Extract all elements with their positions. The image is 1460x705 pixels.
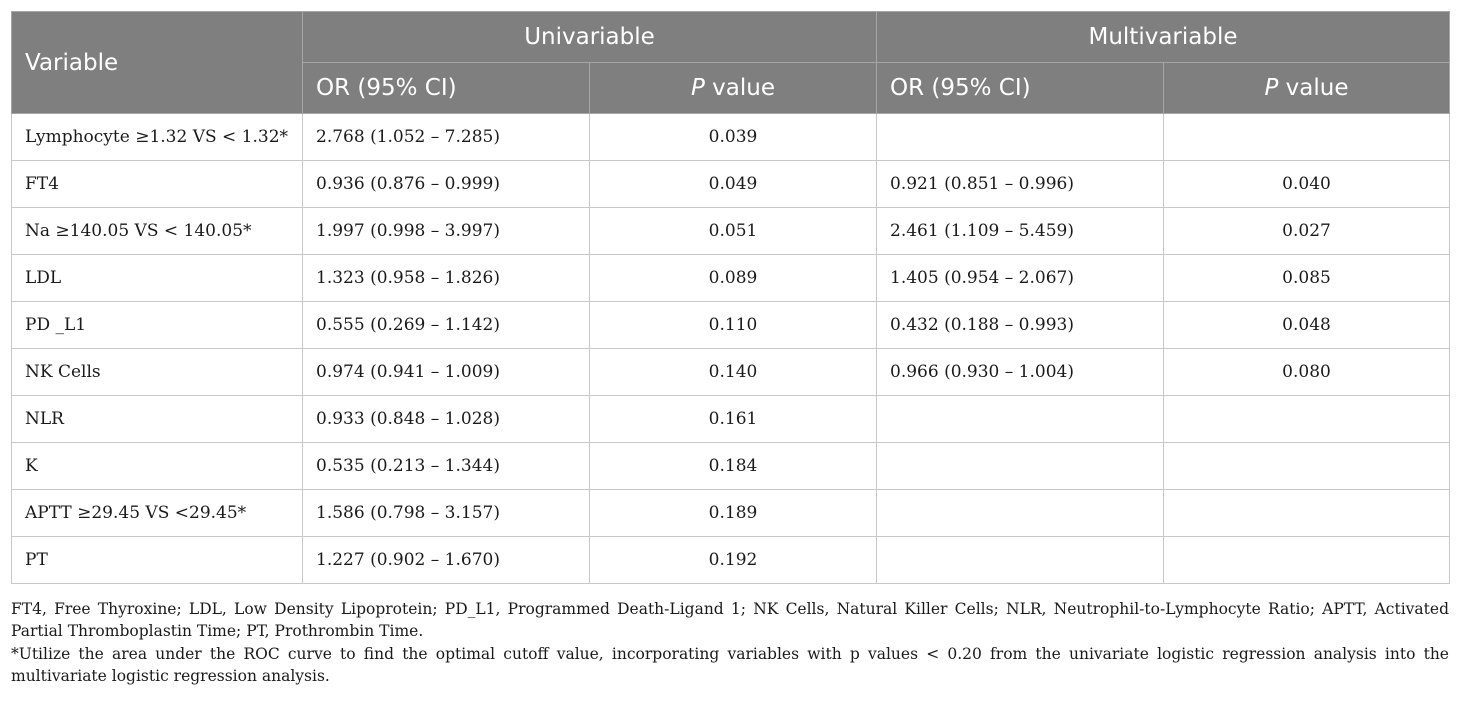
- cell-variable: LDL: [11, 254, 303, 302]
- cell-variable: PT: [11, 536, 303, 584]
- cell-multi-or: [876, 489, 1164, 537]
- cell-variable: NK Cells: [11, 348, 303, 396]
- regression-table: Variable Univariable Multivariable OR (9…: [11, 11, 1451, 584]
- table-body: Lymphocyte ≥1.32 VS < 1.32* 2.768 (1.052…: [11, 113, 1451, 584]
- regression-table-container: Variable Univariable Multivariable OR (9…: [11, 11, 1451, 584]
- cell-multi-p: 0.080: [1162, 348, 1451, 396]
- table-row: NLR 0.933 (0.848 – 1.028) 0.161: [11, 395, 1451, 443]
- cell-multi-p: [1162, 536, 1451, 584]
- table-header: Variable Univariable Multivariable OR (9…: [11, 11, 1451, 114]
- cell-multi-p: [1162, 113, 1451, 161]
- cell-multi-p: 0.085: [1162, 254, 1451, 302]
- table-row: PD _L1 0.555 (0.269 – 1.142) 0.110 0.432…: [11, 301, 1451, 349]
- header-row-groups: Variable Univariable Multivariable: [11, 11, 1451, 114]
- cell-variable: Na ≥140.05 VS < 140.05*: [11, 207, 303, 255]
- header-multi-p-suffix: value: [1278, 75, 1349, 101]
- table-footnotes: FT4, Free Thyroxine; LDL, Low Density Li…: [11, 598, 1449, 687]
- table-row: FT4 0.936 (0.876 – 0.999) 0.049 0.921 (0…: [11, 160, 1451, 208]
- header-uni-p-suffix: value: [704, 75, 775, 101]
- cell-uni-or: 1.227 (0.902 – 1.670): [302, 536, 590, 584]
- header-uni-p-value: P value: [589, 62, 877, 114]
- cell-uni-p: 0.184: [589, 442, 877, 490]
- table-row: NK Cells 0.974 (0.941 – 1.009) 0.140 0.9…: [11, 348, 1451, 396]
- cell-multi-p: 0.040: [1162, 160, 1451, 208]
- cell-variable: APTT ≥29.45 VS <29.45*: [11, 489, 303, 537]
- cell-uni-or: 0.933 (0.848 – 1.028): [302, 395, 590, 443]
- cell-uni-p: 0.192: [589, 536, 877, 584]
- cell-uni-p: 0.161: [589, 395, 877, 443]
- header-variable: Variable: [11, 11, 303, 114]
- cell-multi-or: 2.461 (1.109 – 5.459): [876, 207, 1164, 255]
- table-row: K 0.535 (0.213 – 1.344) 0.184: [11, 442, 1451, 490]
- header-multi-p-value: P value: [1162, 62, 1451, 114]
- cell-variable: NLR: [11, 395, 303, 443]
- header-univariable: Univariable: [302, 11, 877, 63]
- cell-uni-or: 1.997 (0.998 – 3.997): [302, 207, 590, 255]
- header-uni-p-letter: P: [690, 75, 705, 101]
- header-uni-or-ci: OR (95% CI): [302, 62, 590, 114]
- cell-uni-or: 1.323 (0.958 – 1.826): [302, 254, 590, 302]
- cell-multi-or: [876, 442, 1164, 490]
- cell-multi-or: [876, 113, 1164, 161]
- table-row: APTT ≥29.45 VS <29.45* 1.586 (0.798 – 3.…: [11, 489, 1451, 537]
- cell-multi-or: 0.921 (0.851 – 0.996): [876, 160, 1164, 208]
- cell-multi-p: [1162, 489, 1451, 537]
- cell-variable: FT4: [11, 160, 303, 208]
- footnote-asterisk: *Utilize the area under the ROC curve to…: [11, 645, 1449, 685]
- footnote-abbreviations: FT4, Free Thyroxine; LDL, Low Density Li…: [11, 600, 1449, 640]
- cell-uni-or: 0.974 (0.941 – 1.009): [302, 348, 590, 396]
- cell-variable: PD _L1: [11, 301, 303, 349]
- cell-multi-or: [876, 536, 1164, 584]
- cell-uni-p: 0.189: [589, 489, 877, 537]
- cell-uni-p: 0.049: [589, 160, 877, 208]
- cell-multi-p: [1162, 442, 1451, 490]
- cell-uni-p: 0.039: [589, 113, 877, 161]
- cell-multi-p: 0.027: [1162, 207, 1451, 255]
- header-row-subcolumns: OR (95% CI) P value OR (95% CI) P value: [12, 62, 1451, 114]
- cell-uni-or: 0.555 (0.269 – 1.142): [302, 301, 590, 349]
- header-multi-p-letter: P: [1264, 75, 1279, 101]
- table-row: PT 1.227 (0.902 – 1.670) 0.192: [11, 536, 1451, 584]
- cell-uni-p: 0.089: [589, 254, 877, 302]
- table-row: Na ≥140.05 VS < 140.05* 1.997 (0.998 – 3…: [11, 207, 1451, 255]
- cell-multi-or: [876, 395, 1164, 443]
- cell-uni-or: 2.768 (1.052 – 7.285): [302, 113, 590, 161]
- cell-uni-p: 0.110: [589, 301, 877, 349]
- cell-uni-or: 0.936 (0.876 – 0.999): [302, 160, 590, 208]
- header-multi-or-ci: OR (95% CI): [876, 62, 1164, 114]
- cell-uni-or: 1.586 (0.798 – 3.157): [302, 489, 590, 537]
- cell-uni-p: 0.051: [589, 207, 877, 255]
- cell-uni-p: 0.140: [589, 348, 877, 396]
- cell-multi-p: 0.048: [1162, 301, 1451, 349]
- cell-multi-or: 1.405 (0.954 – 2.067): [876, 254, 1164, 302]
- cell-variable: Lymphocyte ≥1.32 VS < 1.32*: [11, 113, 303, 161]
- cell-uni-or: 0.535 (0.213 – 1.344): [302, 442, 590, 490]
- cell-multi-p: [1162, 395, 1451, 443]
- header-multivariable: Multivariable: [875, 11, 1451, 63]
- table-row: Lymphocyte ≥1.32 VS < 1.32* 2.768 (1.052…: [11, 113, 1451, 161]
- table-row: LDL 1.323 (0.958 – 1.826) 0.089 1.405 (0…: [11, 254, 1451, 302]
- cell-multi-or: 0.966 (0.930 – 1.004): [876, 348, 1164, 396]
- cell-multi-or: 0.432 (0.188 – 0.993): [876, 301, 1164, 349]
- cell-variable: K: [11, 442, 303, 490]
